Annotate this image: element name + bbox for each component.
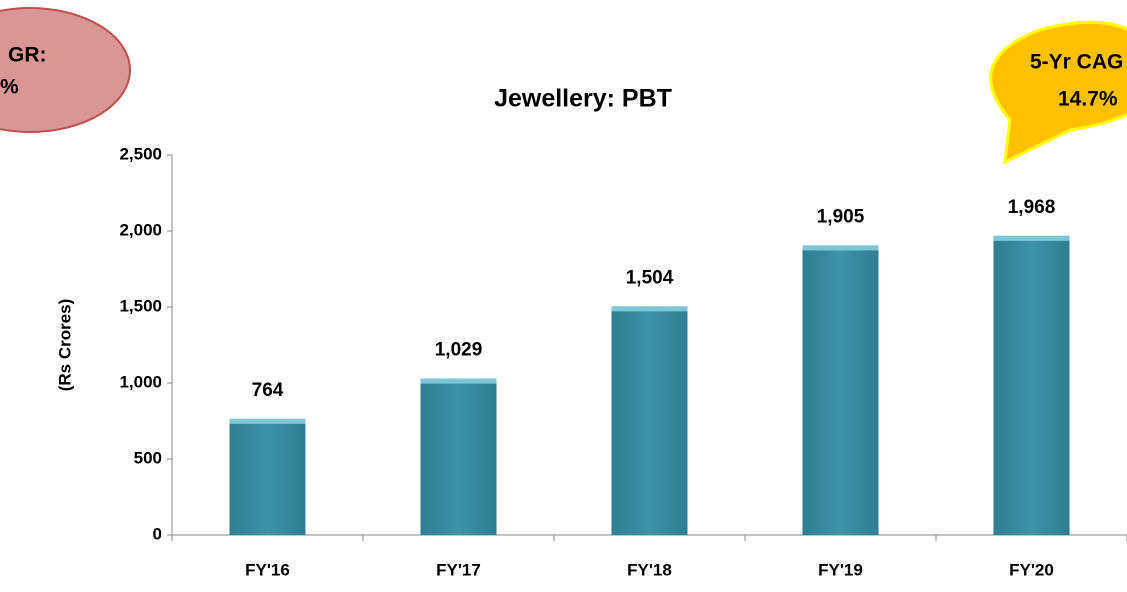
bar bbox=[993, 235, 1070, 535]
bar bbox=[611, 306, 688, 535]
bar-top bbox=[993, 235, 1070, 241]
data-label: 1,504 bbox=[626, 267, 674, 288]
callout-right-line: 14.7% bbox=[1058, 88, 1118, 111]
callout-right bbox=[989, 20, 1127, 165]
x-tick-label: FY'17 bbox=[436, 560, 481, 579]
y-tick-label: 2,500 bbox=[119, 144, 162, 163]
x-tick-label: FY'18 bbox=[627, 560, 672, 579]
callout-left bbox=[0, 7, 131, 133]
data-label: 764 bbox=[252, 380, 284, 401]
callout-right-line: 5-Yr CAG bbox=[1030, 51, 1123, 74]
y-tick-label: 500 bbox=[134, 448, 162, 467]
y-tick-label: 2,000 bbox=[119, 220, 162, 239]
x-tick-label: FY'20 bbox=[1009, 560, 1054, 579]
callout-left-line: GR: bbox=[8, 44, 47, 67]
y-tick-label: 1,500 bbox=[119, 296, 162, 315]
bar-top bbox=[420, 378, 497, 384]
y-axis-label: (Rs Crores) bbox=[55, 299, 74, 392]
y-tick-label: 0 bbox=[153, 524, 162, 543]
callout-left-line: % bbox=[0, 76, 19, 99]
bar-top bbox=[229, 418, 306, 424]
bar bbox=[229, 418, 306, 535]
x-tick-label: FY'19 bbox=[818, 560, 863, 579]
bar-top bbox=[611, 306, 688, 312]
data-label: 1,029 bbox=[435, 340, 483, 361]
bar bbox=[420, 378, 497, 535]
x-tick-label: FY'16 bbox=[245, 560, 290, 579]
data-label: 1,968 bbox=[1008, 197, 1056, 218]
bar-top bbox=[802, 245, 879, 251]
bar bbox=[802, 245, 879, 535]
y-tick-label: 1,000 bbox=[119, 372, 162, 391]
chart-title: Jewellery: PBT bbox=[494, 85, 672, 113]
data-label: 1,905 bbox=[817, 206, 865, 227]
